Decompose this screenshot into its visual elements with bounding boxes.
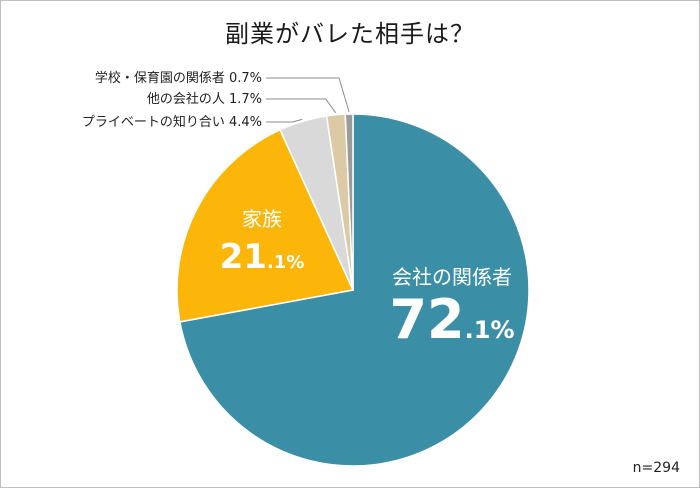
pie-slice-school: [344, 113, 354, 291]
slice-value-family: 21.1%: [220, 237, 305, 277]
sample-size-note: n=294: [632, 460, 680, 476]
leader-line-school: [266, 77, 350, 113]
slice-label-private: プライベートの知り合い 4.4%: [82, 114, 262, 130]
leader-line-other-company: [266, 98, 337, 114]
slice-label-school: 学校・保育園の関係者 0.7%: [95, 70, 262, 86]
chart-title: 副業がバレた相手は？: [225, 20, 475, 48]
pie-slice-company: [179, 113, 530, 467]
slice-label-family: 家族: [242, 207, 282, 231]
leader-line-private: [266, 118, 303, 123]
slice-label-other-company: 他の会社の人 1.7%: [147, 91, 262, 107]
slice-value-company: 72.1%: [389, 288, 514, 351]
pie-slice-family: [176, 128, 355, 323]
slice-label-company: 会社の関係者: [392, 265, 512, 289]
